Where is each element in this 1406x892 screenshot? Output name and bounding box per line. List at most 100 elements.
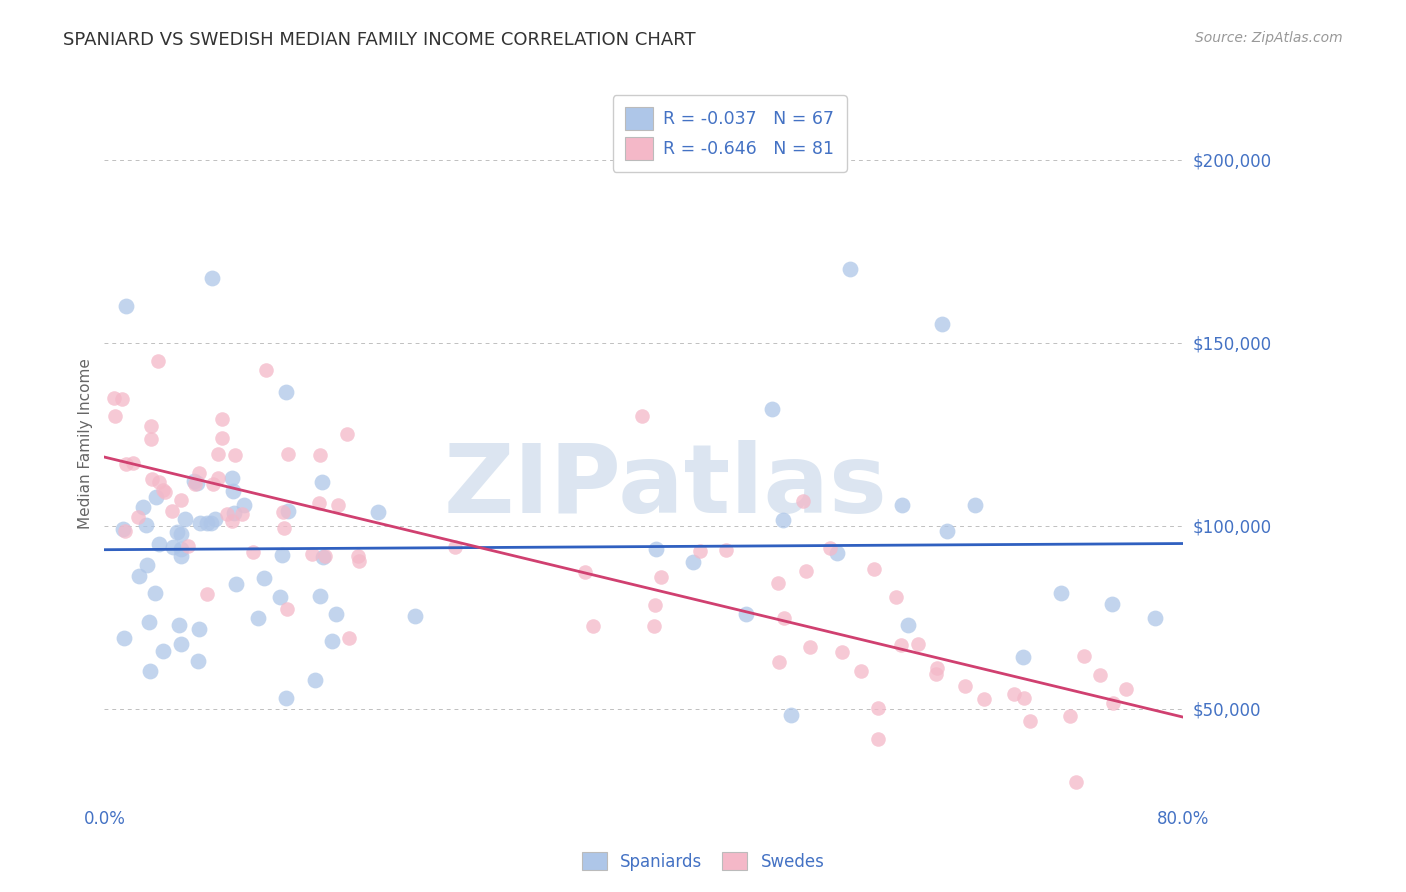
Point: [1101, 597, 1123, 611]
Point: [122, 456, 145, 470]
Point: [112, 522, 135, 536]
Point: [141, 472, 163, 486]
Point: [207, 447, 229, 461]
Point: [884, 590, 907, 604]
Point: [271, 505, 294, 519]
Point: [195, 516, 218, 530]
Point: [1073, 649, 1095, 664]
Point: [799, 640, 821, 654]
Point: [200, 516, 222, 530]
Point: [111, 392, 134, 407]
Point: [141, 418, 163, 433]
Point: [965, 498, 987, 512]
Point: [276, 602, 298, 616]
Point: [336, 426, 359, 441]
Point: [222, 483, 245, 498]
Point: [404, 609, 426, 624]
Point: [682, 555, 704, 569]
Point: [347, 554, 370, 568]
Point: [169, 637, 191, 651]
Point: [221, 470, 243, 484]
Point: [104, 409, 127, 423]
Point: [103, 391, 125, 405]
Point: [444, 541, 467, 555]
Point: [689, 544, 711, 558]
Point: [222, 506, 245, 520]
Point: [162, 541, 184, 555]
Point: [766, 576, 789, 591]
Point: [312, 549, 335, 564]
Point: [1050, 586, 1073, 600]
Point: [128, 569, 150, 583]
Point: [221, 515, 243, 529]
Point: [346, 549, 368, 563]
Point: [1064, 775, 1087, 789]
Point: [714, 542, 737, 557]
Point: [1012, 690, 1035, 705]
Point: [1102, 696, 1125, 710]
Point: [169, 541, 191, 556]
Point: [301, 547, 323, 561]
Point: [367, 505, 389, 519]
Y-axis label: Median Family Income: Median Family Income: [79, 358, 93, 529]
Point: [127, 510, 149, 524]
Point: [162, 504, 184, 518]
Point: [308, 448, 330, 462]
Point: [139, 432, 162, 446]
Point: [935, 524, 957, 538]
Point: [277, 446, 299, 460]
Point: [321, 633, 343, 648]
Point: [114, 524, 136, 539]
Point: [242, 544, 264, 558]
Point: [170, 492, 193, 507]
Point: [207, 471, 229, 485]
Point: [202, 477, 225, 491]
Point: [851, 664, 873, 678]
Point: [818, 541, 841, 556]
Text: ZIPatlas: ZIPatlas: [443, 440, 887, 533]
Point: [643, 619, 665, 633]
Point: [735, 607, 758, 621]
Point: [253, 571, 276, 585]
Point: [276, 384, 298, 399]
Point: [582, 619, 605, 633]
Point: [924, 666, 946, 681]
Point: [1115, 682, 1137, 697]
Point: [148, 537, 170, 551]
Point: [131, 500, 153, 515]
Point: [183, 477, 205, 491]
Point: [326, 499, 349, 513]
Point: [1088, 668, 1111, 682]
Point: [211, 412, 233, 426]
Point: [188, 622, 211, 636]
Point: [183, 474, 205, 488]
Point: [277, 504, 299, 518]
Point: [644, 598, 666, 612]
Point: [148, 475, 170, 489]
Point: [211, 431, 233, 445]
Point: [631, 409, 654, 423]
Point: [825, 546, 848, 560]
Point: [311, 475, 333, 489]
Point: [768, 655, 790, 669]
Point: [204, 512, 226, 526]
Point: [973, 692, 995, 706]
Point: [166, 524, 188, 539]
Point: [188, 466, 211, 480]
Point: [866, 701, 889, 715]
Point: [863, 561, 886, 575]
Point: [772, 513, 794, 527]
Point: [925, 660, 948, 674]
Point: [891, 498, 914, 512]
Point: [153, 484, 176, 499]
Point: [273, 521, 295, 535]
Point: [839, 262, 862, 277]
Point: [1012, 649, 1035, 664]
Point: [761, 402, 783, 417]
Point: [276, 690, 298, 705]
Point: [890, 638, 912, 652]
Legend: Spaniards, Swedes: Spaniards, Swedes: [574, 844, 832, 880]
Point: [143, 585, 166, 599]
Point: [217, 507, 239, 521]
Point: [187, 654, 209, 668]
